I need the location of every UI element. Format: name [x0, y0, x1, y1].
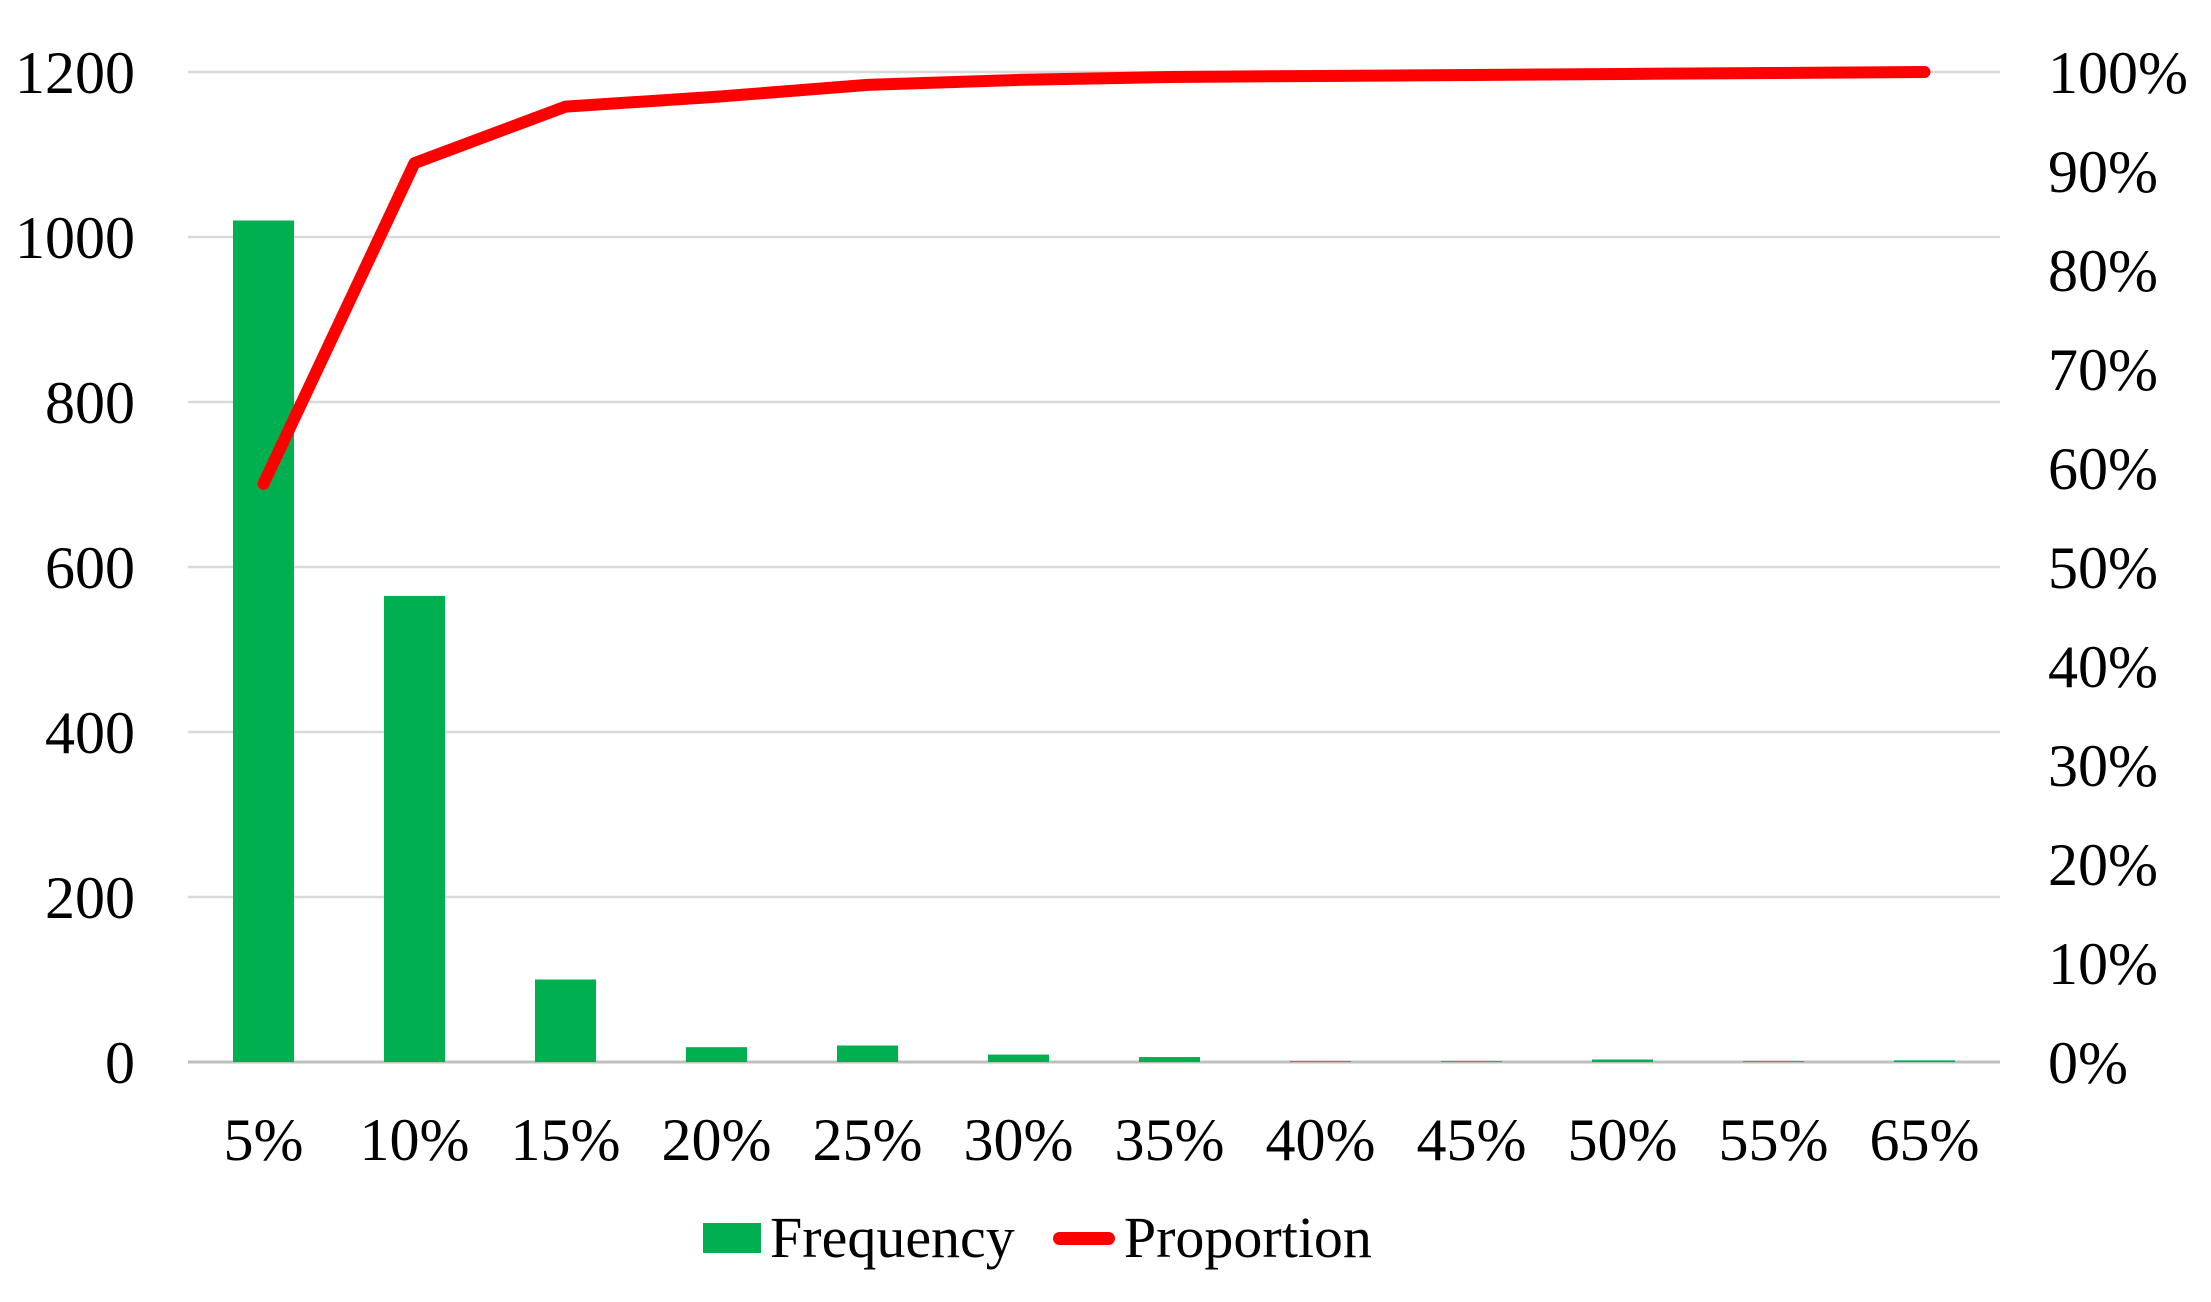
x-axis-tick-label: 45% [1417, 1107, 1527, 1173]
right-axis-tick-label: 40% [2048, 634, 2158, 700]
left-axis-tick-label: 600 [45, 535, 135, 601]
x-axis-tick-label: 15% [511, 1107, 621, 1173]
frequency-bar [1139, 1057, 1200, 1062]
right-axis-tick-label: 70% [2048, 337, 2158, 403]
right-axis-tick-label: 0% [2048, 1030, 2128, 1096]
x-axis-tick-label: 10% [360, 1107, 470, 1173]
left-axis-tick-label: 200 [45, 865, 135, 931]
right-axis-tick-label: 20% [2048, 832, 2158, 898]
frequency-bar [1592, 1059, 1653, 1062]
left-axis-tick-label: 1000 [15, 205, 135, 271]
x-axis-tick-label: 50% [1568, 1107, 1678, 1173]
proportion-line [257, 66, 1931, 490]
x-axis-tick-label: 20% [662, 1107, 772, 1173]
right-axis-tick-label: 50% [2048, 535, 2158, 601]
right-axis-tick-label: 60% [2048, 436, 2158, 502]
legend-frequency-label: Frequency [770, 1205, 1015, 1270]
frequency-bar [1743, 1061, 1804, 1062]
x-axis-tick-label: 65% [1870, 1107, 1980, 1173]
frequency-bar [535, 979, 596, 1062]
left-axis-tick-label: 1200 [15, 40, 135, 106]
right-axis-tick-label: 90% [2048, 139, 2158, 205]
frequency-bar [1894, 1060, 1955, 1062]
chart-legend: Frequency Proportion [703, 1206, 1372, 1270]
right-axis-tick-label: 100% [2048, 40, 2188, 106]
legend-proportion-label: Proportion [1123, 1205, 1372, 1270]
frequency-bar [1441, 1061, 1502, 1062]
right-axis-tick-label: 10% [2048, 931, 2158, 997]
frequency-bar [384, 595, 445, 1062]
right-axis-tick-label: 30% [2048, 733, 2158, 799]
x-axis-tick-label: 55% [1719, 1107, 1829, 1173]
legend-frequency-swatch-icon [703, 1223, 761, 1253]
x-axis-tick-label: 5% [224, 1107, 304, 1173]
left-axis-tick-label: 400 [45, 700, 135, 766]
x-axis-tick-label: 30% [964, 1107, 1074, 1173]
frequency-bar [988, 1054, 1049, 1062]
left-axis-tick-label: 800 [45, 370, 135, 436]
right-axis-tick-label: 80% [2048, 238, 2158, 304]
x-axis-tick-label: 25% [813, 1107, 923, 1173]
x-axis-tick-label: 40% [1266, 1107, 1376, 1173]
frequency-bar [837, 1045, 898, 1062]
frequency-bar [686, 1047, 747, 1062]
legend-proportion-swatch-icon [1052, 1231, 1115, 1245]
frequency-bar [233, 220, 294, 1062]
x-axis-tick-label: 35% [1115, 1107, 1225, 1173]
left-axis-tick-label: 0 [105, 1030, 135, 1096]
frequency-bar [1290, 1061, 1351, 1062]
